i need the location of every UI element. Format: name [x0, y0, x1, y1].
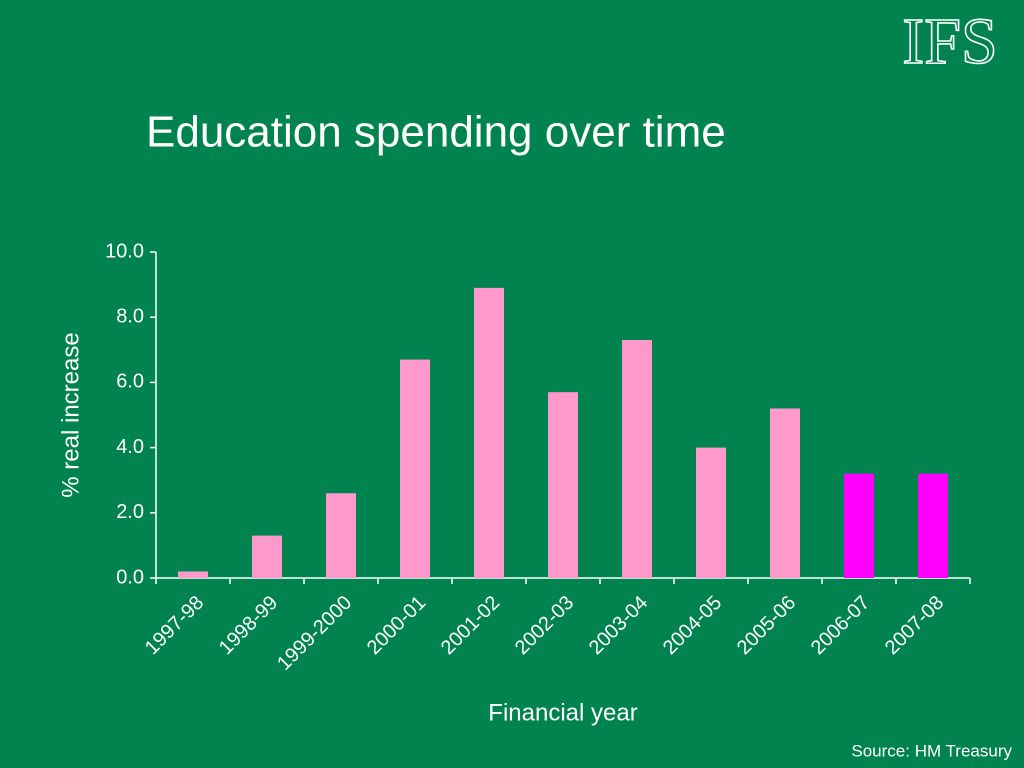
y-tick-label: 10.0 — [105, 240, 144, 262]
x-tick-label: 2003-04 — [585, 592, 652, 659]
x-tick-label: 1998-99 — [215, 592, 282, 659]
y-tick-label: 0.0 — [116, 566, 144, 588]
y-tick-label: 4.0 — [116, 436, 144, 458]
bar — [548, 392, 578, 578]
chart-title: Education spending over time — [146, 108, 726, 157]
x-tick-label: 2005-06 — [733, 592, 800, 659]
bar — [696, 447, 726, 578]
bar — [400, 359, 430, 578]
source-note: Source: HM Treasury — [851, 741, 1012, 760]
x-tick-label: 2000-01 — [363, 592, 430, 659]
bar — [770, 408, 800, 578]
bar — [252, 535, 282, 578]
bar — [474, 287, 504, 578]
bar — [918, 473, 948, 578]
bar — [178, 571, 208, 578]
x-tick-label: 2007-08 — [881, 592, 948, 659]
x-tick-label: 2006-07 — [807, 592, 874, 659]
y-tick-label: 6.0 — [116, 371, 144, 393]
x-tick-label: 2001-02 — [437, 592, 504, 659]
x-tick-label: 1997-98 — [141, 592, 208, 659]
logo: IFS — [902, 5, 997, 78]
bar — [326, 493, 356, 578]
bar — [622, 340, 652, 578]
y-axis-label: % real increase — [57, 332, 84, 497]
y-tick-label: 8.0 — [116, 305, 144, 327]
x-tick-label: 1999-2000 — [273, 592, 356, 675]
bar — [844, 473, 874, 578]
y-tick-label: 2.0 — [116, 501, 144, 523]
x-tick-label: 2002-03 — [511, 592, 578, 659]
x-axis-label: Financial year — [488, 699, 637, 726]
x-tick-label: 2004-05 — [659, 592, 726, 659]
